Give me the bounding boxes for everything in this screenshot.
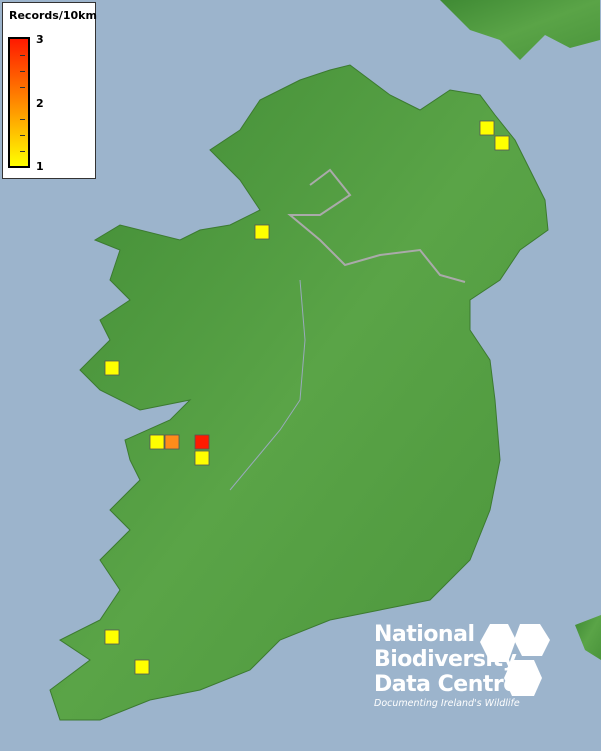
record-square[interactable] [164,434,180,450]
legend-tick [20,71,25,72]
tree-icon [480,624,516,662]
legend-min-label: 1 [36,160,44,173]
butterfly-icon [514,624,550,656]
legend: Records/10km 3 2 1 [2,2,97,179]
river-shannon [229,279,306,491]
seahorse-icon [504,660,542,696]
scotland-island [575,615,601,660]
scotland-landmass [440,0,600,60]
legend-tick [20,55,25,56]
logo-hexagon-icons [480,624,550,696]
legend-mid-label: 2 [36,97,44,110]
record-square[interactable] [494,135,510,151]
logo-line-1: National [374,622,475,647]
record-square[interactable] [134,659,150,675]
legend-title: Records/10km [9,9,97,22]
legend-color-scale [8,37,30,168]
record-square[interactable] [254,224,270,240]
legend-tick [20,87,25,88]
record-square[interactable] [149,434,165,450]
legend-tick [20,119,25,120]
ireland-landmass [49,64,549,721]
record-square[interactable] [104,629,120,645]
legend-tick [20,151,25,152]
record-markers [104,120,510,675]
legend-tick [20,135,25,136]
record-square[interactable] [194,450,210,466]
logo-tagline: Documenting Ireland's Wildlife [374,698,520,709]
record-square[interactable] [479,120,495,136]
record-square[interactable] [104,360,120,376]
nbdc-logo: National Biodiversity Data Centre Docume… [374,622,520,709]
logo-line-3: Data Centre [374,672,518,697]
legend-max-label: 3 [36,33,44,46]
border-line [287,168,466,283]
record-square[interactable] [194,434,210,450]
